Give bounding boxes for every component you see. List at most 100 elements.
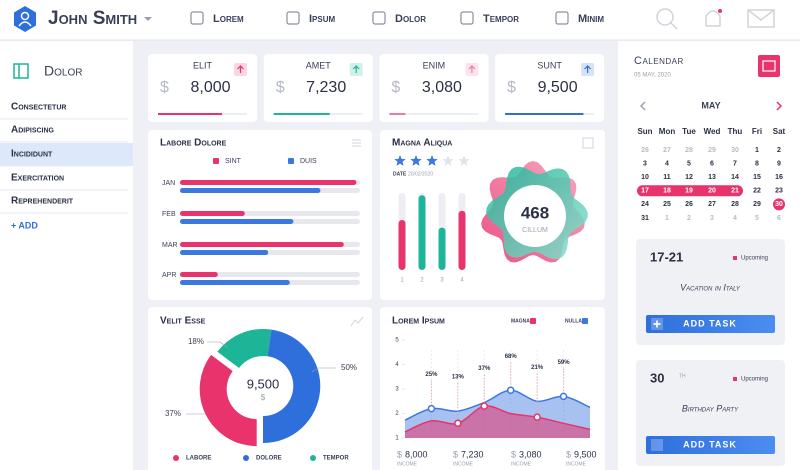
selected-day[interactable] xyxy=(773,198,785,211)
day[interactable]: 7 xyxy=(733,160,737,167)
star[interactable] xyxy=(410,155,422,166)
day[interactable]: 5 xyxy=(755,215,759,222)
nav-icon[interactable] xyxy=(372,11,386,25)
button-label[interactable]: ADD TASK xyxy=(683,318,737,328)
menu-item[interactable]: Reprehenderit xyxy=(11,196,74,207)
calendar-icon[interactable] xyxy=(762,60,776,72)
donut-segment xyxy=(217,328,272,368)
menu-icon[interactable] xyxy=(352,139,361,147)
day[interactable]: 13 xyxy=(708,174,716,181)
star[interactable] xyxy=(458,155,470,166)
plus-icon[interactable] xyxy=(653,320,661,328)
day[interactable]: 8 xyxy=(755,160,759,167)
category-label: JAN xyxy=(162,180,175,187)
nav-icon[interactable] xyxy=(286,11,300,25)
day[interactable]: 20 xyxy=(708,188,716,195)
dropdown-icon[interactable] xyxy=(144,17,152,21)
add-link[interactable]: + ADD xyxy=(11,220,38,230)
nav-item[interactable]: Ipsum xyxy=(309,13,336,25)
star[interactable] xyxy=(442,155,454,166)
day[interactable]: 29 xyxy=(753,201,761,208)
nav-icon[interactable] xyxy=(460,11,474,25)
nav-item[interactable]: Minim xyxy=(578,13,604,25)
day[interactable]: 19 xyxy=(685,188,693,195)
day[interactable]: 31 xyxy=(641,215,649,222)
annotation: 13% xyxy=(452,375,465,381)
day[interactable]: 30 xyxy=(775,201,783,208)
nav-item[interactable]: Tempor xyxy=(483,13,519,25)
day[interactable]: 11 xyxy=(663,174,671,181)
day[interactable]: 17 xyxy=(641,188,649,195)
day[interactable]: 25 xyxy=(663,201,671,208)
search-icon[interactable] xyxy=(670,22,678,30)
day[interactable]: 18 xyxy=(663,188,671,195)
day[interactable]: 12 xyxy=(685,174,693,181)
day[interactable]: 9 xyxy=(777,160,781,167)
day[interactable]: 1 xyxy=(755,147,759,154)
day[interactable]: 30 xyxy=(731,147,739,154)
annotation: 25% xyxy=(425,372,438,378)
mail-icon[interactable] xyxy=(747,9,775,28)
date-range xyxy=(637,185,743,197)
nav-icon[interactable] xyxy=(190,11,204,25)
sidebar xyxy=(0,41,133,470)
day[interactable]: 3 xyxy=(710,215,714,222)
day[interactable]: 6 xyxy=(777,215,781,222)
bell-icon[interactable] xyxy=(705,10,721,27)
day[interactable]: 2 xyxy=(777,147,781,154)
day[interactable]: 10 xyxy=(641,174,649,181)
button-label[interactable]: ADD TASK xyxy=(683,439,737,449)
search-icon[interactable] xyxy=(656,8,674,26)
star[interactable] xyxy=(394,155,406,166)
bar xyxy=(180,280,290,285)
add-task-button[interactable] xyxy=(646,436,775,454)
annotation: 21% xyxy=(531,365,544,371)
next-month[interactable] xyxy=(776,101,783,111)
user-name[interactable]: John Smith xyxy=(48,8,137,29)
kpi-label: CILLUM xyxy=(522,227,548,234)
day[interactable]: 28 xyxy=(685,147,693,154)
day[interactable]: 4 xyxy=(665,160,669,167)
menu-item[interactable]: Consectetur xyxy=(11,102,66,113)
bar xyxy=(458,210,466,270)
menu-item[interactable]: Incididunt xyxy=(11,149,53,160)
day[interactable]: 14 xyxy=(731,174,739,181)
day[interactable]: 23 xyxy=(775,188,783,195)
leader-line xyxy=(311,367,336,373)
menu-item[interactable]: Exercitation xyxy=(11,173,64,184)
nav-item[interactable]: Lorem xyxy=(213,13,244,25)
day[interactable]: 1 xyxy=(665,215,669,222)
day[interactable]: 26 xyxy=(685,201,693,208)
y-tick-label: 3 xyxy=(395,387,399,393)
day[interactable]: 29 xyxy=(708,147,716,154)
nav-item[interactable]: Dolor xyxy=(395,13,426,25)
event-date: 30 xyxy=(650,370,664,385)
menu-item[interactable]: Adipiscing xyxy=(11,125,55,136)
panel-icon[interactable] xyxy=(582,137,594,149)
day[interactable]: 4 xyxy=(733,215,737,222)
day[interactable]: 27 xyxy=(663,147,671,154)
day[interactable]: 6 xyxy=(710,160,714,167)
plus-box[interactable] xyxy=(651,439,663,451)
calendar-icon[interactable] xyxy=(758,55,780,77)
nav-icon[interactable] xyxy=(555,11,569,25)
day[interactable]: 26 xyxy=(641,147,649,154)
day[interactable]: 28 xyxy=(731,201,739,208)
mail-icon[interactable] xyxy=(747,9,775,21)
panel-icon[interactable] xyxy=(350,316,364,327)
day[interactable]: 2 xyxy=(687,215,691,222)
day[interactable]: 21 xyxy=(731,188,739,195)
point xyxy=(559,392,568,401)
star[interactable] xyxy=(426,155,438,166)
day[interactable]: 27 xyxy=(708,201,716,208)
day[interactable]: 3 xyxy=(643,160,647,167)
day[interactable]: 5 xyxy=(687,160,691,167)
day[interactable]: 16 xyxy=(775,174,783,181)
value-label: 18% xyxy=(188,337,204,346)
day[interactable]: 22 xyxy=(753,188,761,195)
add-task-button[interactable] xyxy=(646,315,775,333)
day[interactable]: 15 xyxy=(753,174,761,181)
calendar-date: 05 MAY, 2020 xyxy=(634,73,671,79)
prev-month[interactable] xyxy=(639,101,646,111)
day[interactable]: 24 xyxy=(641,201,649,208)
